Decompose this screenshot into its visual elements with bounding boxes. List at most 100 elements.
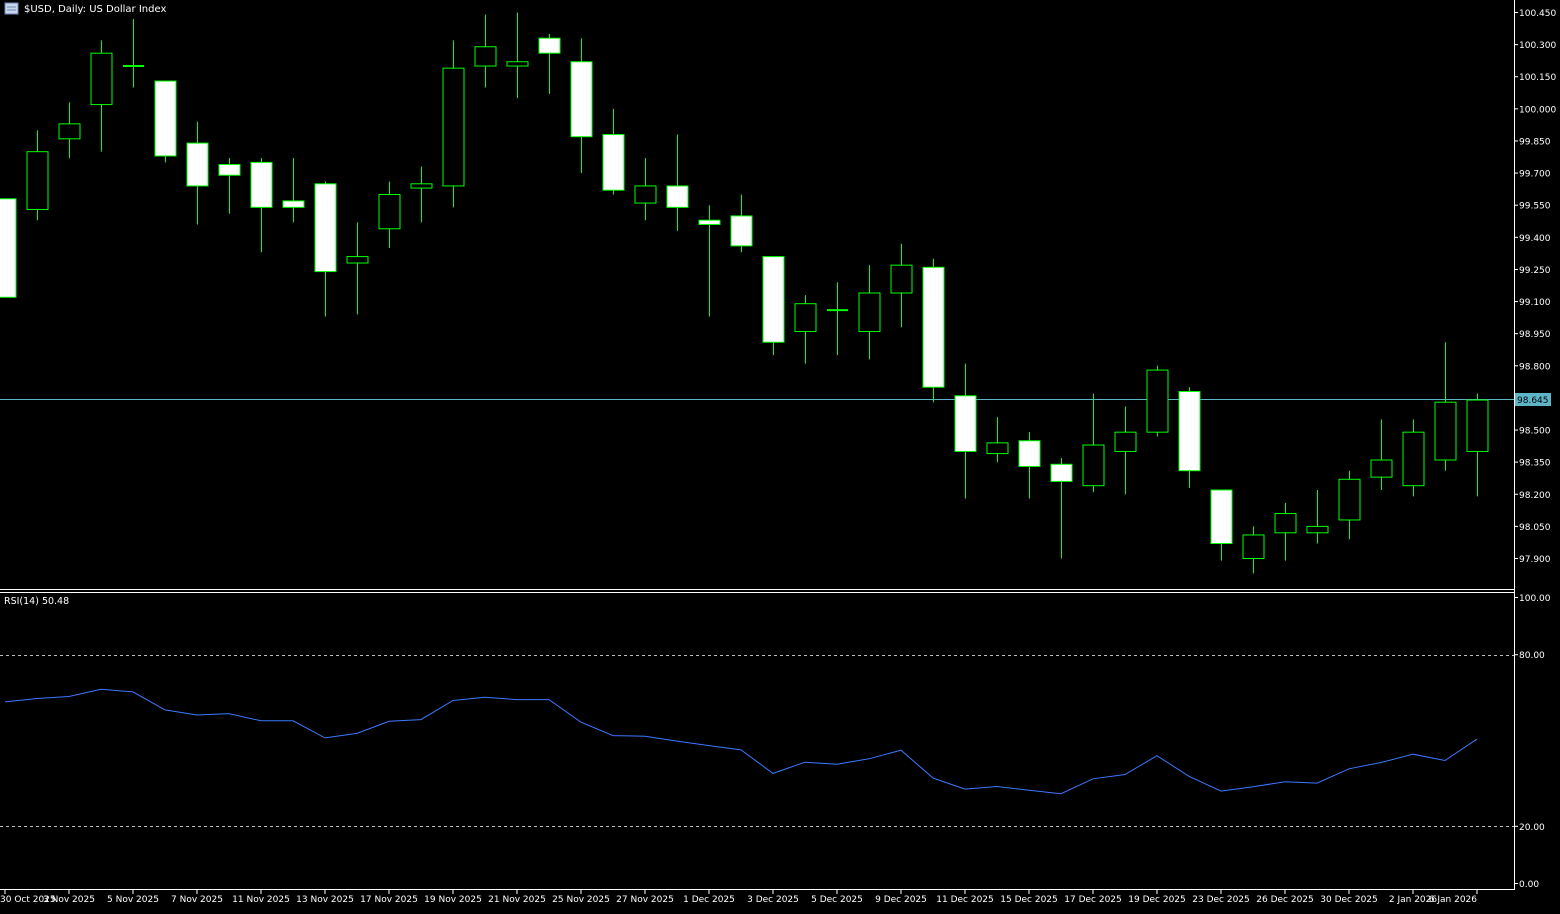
rsi-axis: 100.00 80.00 20.00 0.00 xyxy=(1514,594,1551,890)
time-tick-label: 11 Dec 2025 xyxy=(936,895,994,905)
candle[interactable] xyxy=(186,121,209,225)
time-tick-label: 30 Oct 2025 xyxy=(0,895,56,905)
price-tick-label: 99.100 xyxy=(1519,298,1551,308)
chart-window-icon xyxy=(4,2,19,15)
price-tick-label: 100.300 xyxy=(1519,41,1556,51)
candle-bear-body xyxy=(954,395,977,452)
candle[interactable] xyxy=(634,158,657,221)
candle-bear-body xyxy=(0,198,17,298)
candle[interactable] xyxy=(1242,526,1265,574)
candle[interactable] xyxy=(58,102,81,159)
candle[interactable] xyxy=(698,205,721,317)
candle[interactable] xyxy=(442,40,465,208)
candle-bear-body xyxy=(538,37,561,54)
candle[interactable] xyxy=(858,265,881,360)
candle[interactable] xyxy=(1370,419,1393,490)
candle-bear-body xyxy=(186,142,209,187)
candle[interactable] xyxy=(218,158,241,214)
rsi-tick-label: 100.00 xyxy=(1519,594,1551,604)
candle[interactable] xyxy=(730,194,753,253)
candle[interactable] xyxy=(506,12,529,99)
candle[interactable] xyxy=(1146,365,1169,437)
candle[interactable] xyxy=(538,33,561,94)
time-tick-label: 21 Nov 2025 xyxy=(488,895,546,905)
candle-bear-body xyxy=(922,266,945,388)
candle[interactable] xyxy=(1178,387,1201,488)
candle[interactable] xyxy=(1402,419,1425,497)
candle-bull-body xyxy=(1242,534,1265,560)
time-tick-label: 9 Dec 2025 xyxy=(875,895,927,905)
candle[interactable] xyxy=(1114,406,1137,495)
candle[interactable] xyxy=(1050,457,1073,559)
price-tick-label: 100.000 xyxy=(1519,105,1556,115)
candle-bear-body xyxy=(698,219,721,225)
time-tick-label: 3 Nov 2025 xyxy=(43,895,95,905)
chart-title: $USD, Daily: US Dollar Index xyxy=(24,4,166,15)
price-tick-label: 99.850 xyxy=(1519,137,1551,147)
candle-bear-body xyxy=(762,256,785,343)
candle-bear-body xyxy=(282,200,305,208)
time-tick-label: 5 Nov 2025 xyxy=(107,895,159,905)
candle[interactable] xyxy=(282,158,305,223)
candle-bull-body xyxy=(890,264,913,294)
candle[interactable] xyxy=(26,130,49,221)
price-axis: 100.450 100.300 100.150 100.000 99.850 99.700… xyxy=(1514,9,1556,565)
candle[interactable] xyxy=(154,80,177,163)
candle-bear-body xyxy=(730,215,753,247)
candle[interactable] xyxy=(1082,393,1105,493)
price-tick-label: 100.150 xyxy=(1519,73,1556,83)
price-tick-label: 99.400 xyxy=(1519,234,1551,244)
candle[interactable] xyxy=(410,166,433,223)
candle[interactable] xyxy=(1306,489,1329,544)
candle-bull-body xyxy=(474,46,497,67)
candle-bear-body xyxy=(666,185,689,208)
candle-bull-body xyxy=(1338,478,1361,521)
candle[interactable] xyxy=(1210,489,1233,561)
time-tick-label: 30 Dec 2025 xyxy=(1320,895,1378,905)
candle[interactable] xyxy=(762,256,785,356)
price-tick-label: 98.500 xyxy=(1519,427,1551,437)
candle[interactable] xyxy=(1434,342,1457,471)
time-tick-label: 5 Dec 2025 xyxy=(811,895,863,905)
candle-bull-body xyxy=(410,183,433,189)
time-tick-label: 27 Nov 2025 xyxy=(616,895,674,905)
candle-bear-body xyxy=(314,183,337,273)
candle-bear-body xyxy=(218,164,241,176)
candle[interactable] xyxy=(123,18,144,88)
candle[interactable] xyxy=(794,295,817,364)
candle[interactable] xyxy=(346,222,369,315)
candle[interactable] xyxy=(1466,393,1489,497)
candle[interactable] xyxy=(90,40,113,152)
rsi-label: RSI(14) 50.48 xyxy=(4,596,69,607)
candle-bull-body xyxy=(90,52,113,106)
candle[interactable] xyxy=(954,363,977,499)
candle-bull-body xyxy=(442,67,465,187)
candle[interactable] xyxy=(250,158,273,253)
candle[interactable] xyxy=(986,417,1009,463)
candle[interactable] xyxy=(570,38,593,174)
price-tick-label: 100.450 xyxy=(1519,9,1556,19)
candle[interactable] xyxy=(922,258,945,403)
candle[interactable] xyxy=(1018,432,1041,499)
time-tick-label: 13 Nov 2025 xyxy=(296,895,354,905)
candle[interactable] xyxy=(1338,470,1361,540)
candle[interactable] xyxy=(474,14,497,88)
current-price-label: 98.645 xyxy=(1517,396,1549,406)
candle[interactable] xyxy=(314,181,337,317)
candle-bull-body xyxy=(378,194,401,230)
time-tick-label: 17 Nov 2025 xyxy=(360,895,418,905)
candle[interactable] xyxy=(378,181,401,249)
candle[interactable] xyxy=(1274,502,1297,561)
candle[interactable] xyxy=(827,282,848,356)
candle[interactable] xyxy=(602,108,625,195)
candle[interactable] xyxy=(666,134,689,231)
pane-borders xyxy=(0,0,1515,890)
candle[interactable] xyxy=(890,243,913,328)
candle-bull-body xyxy=(58,123,81,140)
time-tick-label: 2 Jan 2026 xyxy=(1389,895,1437,905)
candle[interactable] xyxy=(0,198,17,298)
candle-bull-body xyxy=(1114,431,1137,452)
